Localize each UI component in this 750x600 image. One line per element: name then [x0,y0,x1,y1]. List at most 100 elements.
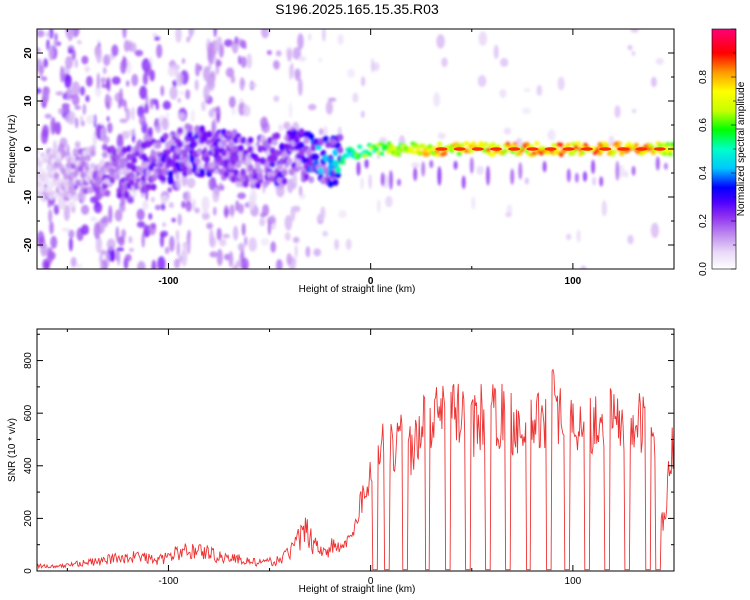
noise-blob [85,114,95,125]
noise-blob [506,204,513,214]
ridge-blob [228,141,235,149]
ridge-peak [544,147,557,151]
noise-blob [297,56,307,62]
ridge-blob [320,176,327,184]
streak-blob [100,76,105,85]
streak-blob [70,256,77,268]
noise-blob [71,94,80,106]
ridge-blob [140,174,147,182]
noise-blob [81,224,89,235]
ridge-blob [72,194,79,202]
ridge-blob [177,140,184,148]
noise-blob [209,251,218,258]
ridge-blob [558,142,564,148]
colorbar-tick-label: 0.8 [698,70,709,84]
ridge-tail [437,166,442,186]
streak-blob [63,205,70,222]
ridge-blob [46,186,53,194]
streak-blob [299,185,303,196]
ridge-blob [235,161,242,169]
noise-blob [208,178,213,190]
ridge-peak [453,147,466,151]
noise-blob [523,87,531,93]
ridge-blob [143,156,150,164]
streak-blob [142,72,149,86]
ridge-tail [566,168,571,183]
noise-blob [100,249,107,256]
ridge-blob [437,141,443,146]
streak-blob [125,108,131,121]
ridge-blob [332,160,339,167]
noise-blob [361,110,365,118]
streak-blob [290,206,296,222]
streak-blob [123,39,130,53]
noise-blob [55,91,64,96]
noise-blob [37,87,42,94]
noise-blob [627,44,633,51]
x-tick-label: 100 [565,276,582,287]
noise-blob [499,89,507,98]
streak-blob [286,48,292,62]
noise-blob [471,196,476,210]
noise-blob [74,141,81,149]
streak-blob [175,69,179,83]
ridge-blob [334,171,341,179]
ridge-blob [267,137,273,145]
ridge-blob [322,154,329,162]
ridge-blob [116,191,123,199]
ridge-tail [574,172,579,183]
noise-blob [246,53,252,69]
noise-blob [208,109,215,118]
ridge-blob [391,145,397,151]
noise-blob [273,95,280,102]
streak-blob [139,85,148,100]
noise-blob [276,184,285,198]
ridge-blob [313,153,320,161]
noise-blob [156,44,163,59]
noise-blob [155,102,160,111]
noise-blob [655,57,664,65]
ridge-blob [160,175,167,183]
ridge-blob [240,136,247,144]
y-tick-label: 200 [23,510,34,527]
snr-panel: -100 0 100 0 200 400 600 800 Height of straight… [7,328,675,595]
noise-blob [436,34,445,49]
noise-blob [171,217,176,223]
streak-blob [228,96,236,108]
noise-blob [476,165,484,175]
ridge-blob [396,152,402,157]
noise-blob [154,204,161,211]
y-tick-label: 400 [23,457,34,474]
ridge-blob [616,141,622,146]
ridge-blob [140,179,147,187]
noise-blob [338,210,347,219]
ridge-blob [308,133,315,141]
noise-blob [360,177,364,190]
noise-blob [154,36,161,41]
ridge-blob [330,138,337,146]
noise-blob [260,116,269,129]
ridge-blob [94,186,101,194]
noise-blob [322,230,329,237]
noise-blob [580,265,587,269]
ridge-blob [123,191,130,199]
snr-series [37,368,674,571]
streak-blob [232,225,239,241]
ridge-blob [442,151,448,156]
streak-blob [95,236,103,254]
streak-blob [146,61,152,76]
noise-blob [49,221,54,235]
noise-blob [360,76,366,87]
noise-blob [53,39,58,49]
streak-blob [44,261,50,269]
y-tick-label: 600 [23,404,34,421]
streak-blob [177,112,186,120]
streak-blob [239,77,245,91]
ridge-blob [99,159,106,167]
ridge-blob [604,142,610,148]
ridge-tail [542,160,547,173]
noise-blob [106,238,116,251]
ridge-tail [469,157,474,174]
ridge-blob [97,177,104,185]
streak-blob [67,29,74,41]
